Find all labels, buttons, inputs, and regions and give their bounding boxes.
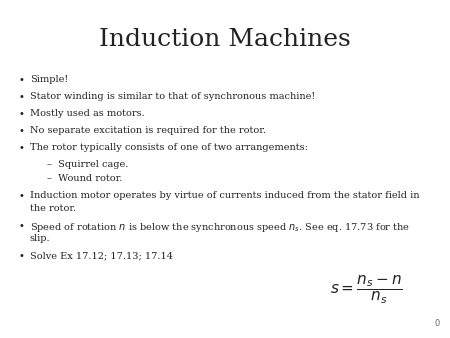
Text: •: •	[18, 221, 24, 231]
Text: –  Wound rotor.: – Wound rotor.	[47, 174, 122, 183]
Text: •: •	[18, 143, 24, 153]
Text: No separate excitation is required for the rotor.: No separate excitation is required for t…	[30, 126, 266, 135]
Text: •: •	[18, 92, 24, 102]
Text: The rotor typically consists of one of two arrangements:: The rotor typically consists of one of t…	[30, 143, 308, 152]
Text: •: •	[18, 251, 24, 261]
Text: Induction Machines: Induction Machines	[99, 28, 351, 51]
Text: slip.: slip.	[30, 234, 50, 243]
Text: •: •	[18, 126, 24, 136]
Text: Simple!: Simple!	[30, 75, 68, 84]
Text: Solve Ex 17.12; 17.13; 17.14: Solve Ex 17.12; 17.13; 17.14	[30, 251, 173, 260]
Text: Speed of rotation $n$ is below the synchronous speed $n_s$. See eq. 17.73 for th: Speed of rotation $n$ is below the synch…	[30, 221, 410, 234]
Text: the rotor.: the rotor.	[30, 204, 76, 213]
Text: $s = \dfrac{n_s - n}{n_s}$: $s = \dfrac{n_s - n}{n_s}$	[330, 274, 403, 306]
Text: 0: 0	[435, 319, 440, 328]
Text: Mostly used as motors.: Mostly used as motors.	[30, 109, 145, 118]
Text: Induction motor operates by virtue of currents induced from the stator field in: Induction motor operates by virtue of cu…	[30, 191, 419, 200]
Text: •: •	[18, 191, 24, 201]
Text: –  Squirrel cage.: – Squirrel cage.	[47, 160, 128, 169]
Text: •: •	[18, 109, 24, 119]
Text: •: •	[18, 75, 24, 85]
Text: Stator winding is similar to that of synchronous machine!: Stator winding is similar to that of syn…	[30, 92, 315, 101]
